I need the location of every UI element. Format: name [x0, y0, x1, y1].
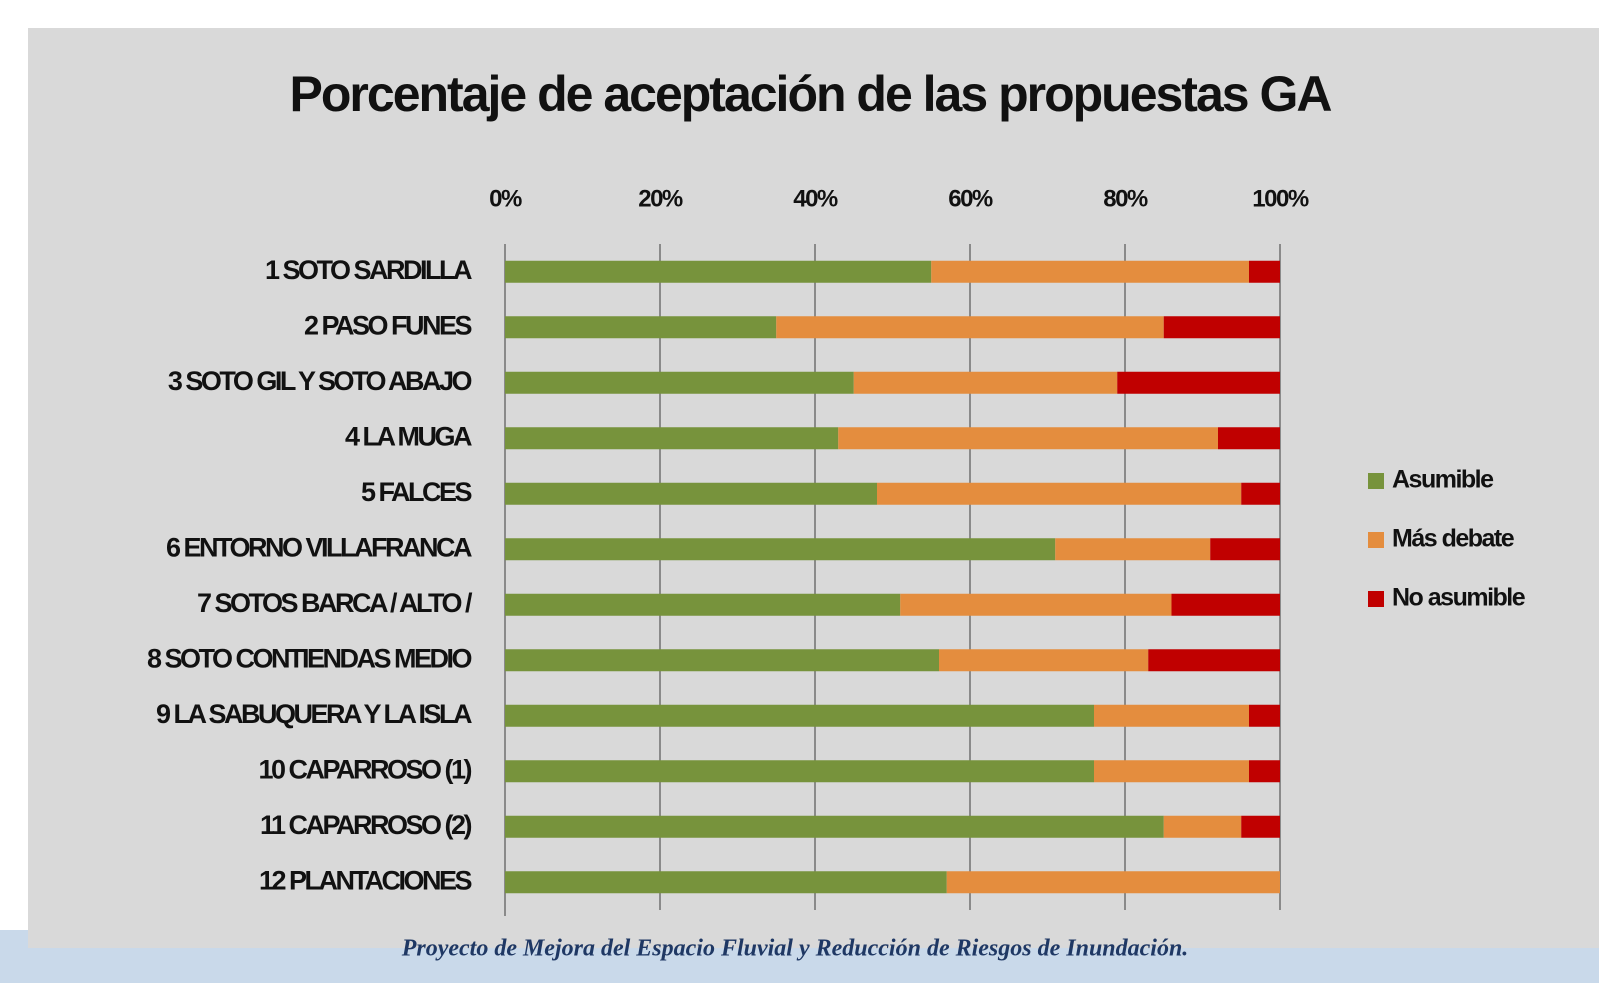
legend-label: No asumible: [1392, 584, 1526, 612]
legend-swatch: [1368, 591, 1384, 607]
x-tick-label: 80%: [1103, 185, 1148, 212]
bar-segment: [1210, 538, 1280, 561]
bar-segment: [505, 649, 939, 672]
bar-segment: [1241, 482, 1280, 505]
bar-segment: [505, 871, 947, 894]
y-tick-label: 6 ENTORNO VILLAFRANCA: [166, 532, 472, 562]
bar-segment: [900, 593, 1172, 616]
bar-segment: [505, 760, 1094, 783]
bar-segment: [838, 427, 1218, 450]
legend-swatch: [1368, 532, 1384, 548]
bar-segment: [505, 482, 877, 505]
y-tick-label: 1 SOTO SARDILLA: [265, 255, 472, 285]
bar-segment: [939, 649, 1149, 672]
bar-segment: [505, 815, 1164, 838]
legend-label: Asumible: [1392, 466, 1494, 494]
bar-segment: [1148, 649, 1280, 672]
bar-segment: [1241, 815, 1280, 838]
bar-segment: [1094, 760, 1249, 783]
x-tick-label: 40%: [793, 185, 838, 212]
bar-segment: [505, 704, 1094, 727]
bar-segment: [505, 427, 839, 450]
chart-title: Porcentaje de aceptación de las propuest…: [290, 66, 1332, 122]
y-tick-label: 12 PLANTACIONES: [259, 865, 472, 895]
bar-segment: [1055, 538, 1211, 561]
y-tick-label: 3 SOTO GIL Y SOTO ABAJO: [168, 366, 472, 396]
bar-segment: [505, 538, 1056, 561]
y-tick-label: 11 CAPARROSO (2): [260, 810, 472, 840]
x-tick-label: 100%: [1252, 185, 1309, 212]
footer: Proyecto de Mejora del Espacio Fluvial y…: [401, 936, 1189, 962]
bar-segment: [946, 871, 1280, 894]
y-tick-label: 9 LA SABUQUERA Y LA ISLA: [156, 699, 472, 729]
bar-segment: [1117, 371, 1280, 394]
bar-segment: [505, 371, 854, 394]
bar-segment: [1249, 260, 1280, 283]
bar-segment: [1163, 815, 1242, 838]
bar-segment: [776, 316, 1164, 339]
bar-segment: [877, 482, 1242, 505]
x-tick-label: 0%: [489, 185, 522, 212]
y-tick-label: 8 SOTO CONTIENDAS MEDIO: [147, 643, 472, 673]
bar-segment: [1249, 704, 1280, 727]
legend-swatch: [1368, 473, 1384, 489]
bar-segment: [853, 371, 1118, 394]
bar-segment: [1249, 760, 1280, 783]
y-tick-label: 10 CAPARROSO (1): [258, 754, 471, 784]
bar-segment: [1163, 316, 1280, 339]
x-tick-label: 60%: [948, 185, 993, 212]
bar-segment: [931, 260, 1249, 283]
x-tick-label: 20%: [638, 185, 683, 212]
y-tick-label: 5 FALCES: [361, 477, 472, 507]
bar-segment: [505, 260, 932, 283]
bar-segment: [505, 316, 777, 339]
bar-segment: [1094, 704, 1249, 727]
legend-label: Más debate: [1392, 525, 1515, 553]
bar-segment: [1218, 427, 1280, 450]
bar-segment: [1171, 593, 1280, 616]
y-tick-label: 4 LA MUGA: [345, 421, 472, 451]
bar-segment: [505, 593, 901, 616]
y-tick-label: 7 SOTOS BARCA / ALTO /: [197, 588, 473, 618]
y-tick-label: 2 PASO FUNES: [304, 310, 472, 340]
